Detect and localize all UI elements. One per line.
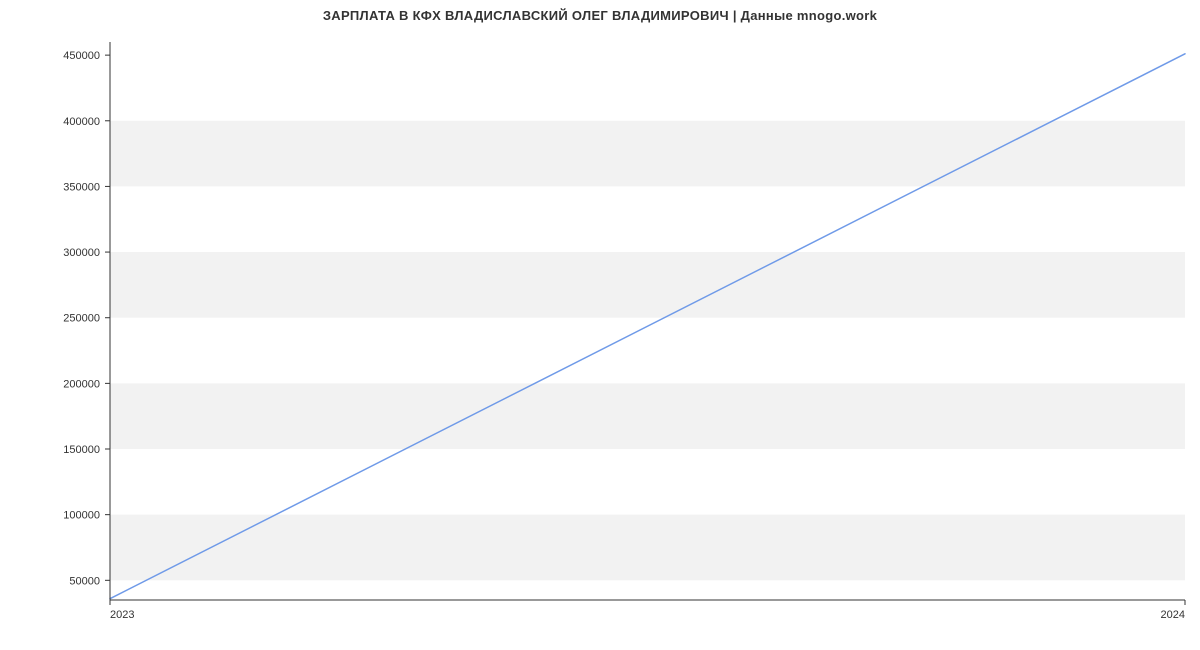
grid-band xyxy=(110,121,1185,187)
y-tick-label: 200000 xyxy=(63,378,100,390)
y-tick-label: 150000 xyxy=(63,444,100,456)
y-tick-label: 300000 xyxy=(63,247,100,259)
y-tick-label: 450000 xyxy=(63,50,100,62)
line-chart: 50000 100000 150000 200000 250000 300000 35000… xyxy=(0,0,1200,650)
y-tick-label: 50000 xyxy=(69,575,100,587)
grid-band xyxy=(110,252,1185,318)
y-tick-label: 400000 xyxy=(63,116,100,128)
chart-title: ЗАРПЛАТА В КФХ ВЛАДИСЛАВСКИЙ ОЛЕГ ВЛАДИМ… xyxy=(0,8,1200,23)
y-tick-label: 350000 xyxy=(63,181,100,193)
x-tick-label: 2023 xyxy=(110,609,134,621)
y-tick-label: 100000 xyxy=(63,510,100,522)
grid-band xyxy=(110,515,1185,581)
chart-container: ЗАРПЛАТА В КФХ ВЛАДИСЛАВСКИЙ ОЛЕГ ВЛАДИМ… xyxy=(0,0,1200,650)
grid-band xyxy=(110,383,1185,449)
x-tick-label: 2024 xyxy=(1161,609,1185,621)
y-tick-label: 250000 xyxy=(63,313,100,325)
